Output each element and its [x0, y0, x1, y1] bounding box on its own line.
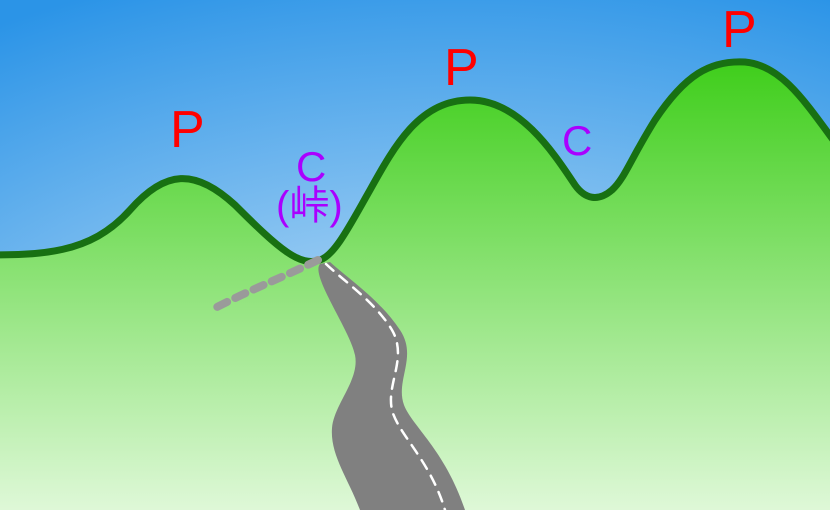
scene-svg — [0, 0, 830, 510]
peak-label-2: P — [444, 42, 479, 94]
diagram-stage: PPPC(峠)C — [0, 0, 830, 510]
peak-label-1: P — [170, 104, 205, 156]
col-label-1-sub: (峠) — [276, 186, 343, 226]
col-label-2: C — [562, 120, 592, 162]
col-label-1: C — [296, 146, 326, 188]
peak-label-3: P — [722, 4, 757, 56]
